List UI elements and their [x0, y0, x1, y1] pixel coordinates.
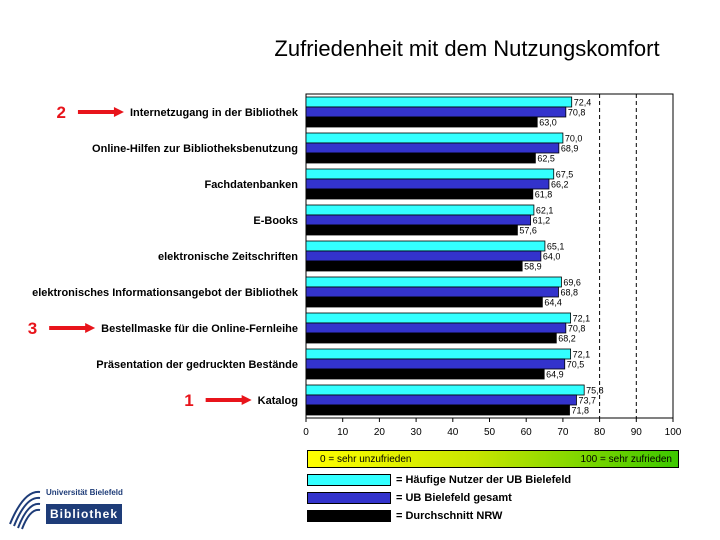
data-label-1-series-1: 68,9	[561, 144, 579, 154]
bar-0-series-2	[305, 116, 538, 128]
data-label-4-series-2: 58,9	[524, 262, 542, 272]
data-label-8-series-2: 71,8	[572, 406, 590, 416]
x-tick-label-0: 0	[303, 427, 309, 438]
category-label-2: Fachdatenbanken	[204, 179, 298, 191]
x-tick-label-50: 50	[484, 427, 496, 438]
data-label-6-series-0: 72,1	[573, 314, 591, 324]
data-label-1-series-0: 70,0	[565, 134, 583, 144]
category-label-3: E-Books	[253, 215, 298, 227]
logo-emblem-icon	[9, 490, 41, 530]
category-label-6: Bestellmaske für die Online-Fernleihe	[101, 323, 298, 335]
bar-5-series-2	[305, 296, 543, 308]
data-label-7-series-1: 70,5	[567, 360, 585, 370]
x-tick-label-30: 30	[411, 427, 423, 438]
category-label-5: elektronisches Informationsangebot der B…	[32, 287, 299, 299]
category-label-8: Katalog	[258, 395, 298, 407]
bar-0-series-0	[305, 96, 573, 108]
bar-8-series-1	[305, 394, 577, 406]
legend-item-frequent-users: = Häufige Nutzer der UB Bielefeld	[307, 473, 571, 487]
legend-item-nrw-average: = Durchschnitt NRW	[307, 509, 502, 523]
data-label-5-series-0: 69,6	[563, 278, 581, 288]
bar-1-series-1	[305, 142, 560, 154]
rank-arrow-icon-6	[49, 323, 96, 333]
rank-number-0: 2	[56, 103, 65, 122]
x-tick-label-70: 70	[557, 427, 569, 438]
university-library-logo: Universität Bielefeld Bibliothek	[6, 484, 123, 534]
x-tick-label-10: 10	[337, 427, 349, 438]
bar-7-series-0	[305, 348, 572, 360]
data-label-2-series-0: 67,5	[556, 170, 574, 180]
data-label-5-series-1: 68,8	[560, 288, 578, 298]
bar-4-series-2	[305, 260, 523, 272]
data-label-7-series-0: 72,1	[573, 350, 591, 360]
scale-left-label: 0 = sehr unzufrieden	[320, 453, 412, 465]
bar-7-series-1	[305, 358, 566, 370]
bar-6-series-2	[305, 332, 557, 344]
data-label-4-series-0: 65,1	[547, 242, 565, 252]
scale-right-label: 100 = sehr zufrieden	[580, 453, 672, 465]
bar-8-series-2	[305, 404, 570, 416]
logo-library-text: Bibliothek	[46, 504, 122, 524]
satisfaction-scale-bar: 0 = sehr unzufrieden 100 = sehr zufriede…	[307, 450, 679, 468]
x-tick-label-80: 80	[594, 427, 606, 438]
bar-chart: 0 10 20 30 40 50 60 70 80 90 10072,470,863,0Intern…	[28, 93, 682, 438]
data-label-5-series-2: 64,4	[544, 298, 562, 308]
data-label-3-series-1: 61,2	[533, 216, 551, 226]
data-label-6-series-1: 70,8	[568, 324, 586, 334]
bar-4-series-0	[305, 240, 546, 252]
x-tick-label-20: 20	[374, 427, 386, 438]
category-label-1: Online-Hilfen zur Bibliotheksbenutzung	[92, 143, 298, 155]
data-label-0-series-0: 72,4	[574, 98, 592, 108]
category-label-7: Präsentation der gedruckten Bestände	[96, 359, 298, 371]
bar-2-series-0	[305, 168, 555, 180]
bar-5-series-0	[305, 276, 562, 288]
x-tick-label-90: 90	[631, 427, 643, 438]
bar-2-series-1	[305, 178, 550, 190]
bar-7-series-2	[305, 368, 545, 380]
bar-4-series-1	[305, 250, 542, 262]
chart-title: Zufriedenheit mit dem Nutzungskomfort	[274, 36, 660, 61]
x-tick-label-100: 100	[665, 427, 682, 438]
bar-6-series-0	[305, 312, 572, 324]
bar-8-series-0	[305, 384, 585, 396]
data-label-4-series-1: 64,0	[543, 252, 561, 262]
data-label-6-series-2: 68,2	[558, 334, 576, 344]
logo-university-text: Universität Bielefeld	[46, 488, 123, 497]
data-label-2-series-1: 66,2	[551, 180, 569, 190]
bar-3-series-1	[305, 214, 532, 226]
data-label-3-series-2: 57,6	[519, 226, 537, 236]
data-label-2-series-2: 61,8	[535, 190, 553, 200]
category-label-4: elektronische Zeitschriften	[158, 251, 298, 263]
category-label-0: Internetzugang in der Bibliothek	[130, 107, 299, 119]
legend-swatch-frequent-users	[307, 474, 391, 486]
legend-label-nrw-average: = Durchschnitt NRW	[396, 510, 503, 522]
data-label-0-series-2: 63,0	[539, 118, 557, 128]
data-label-8-series-1: 73,7	[578, 396, 596, 406]
legend-label-ub-total: = UB Bielefeld gesamt	[396, 492, 512, 504]
x-tick-label-60: 60	[521, 427, 533, 438]
bar-5-series-1	[305, 286, 559, 298]
bar-3-series-0	[305, 204, 535, 216]
data-label-7-series-2: 64,9	[546, 370, 564, 380]
bar-0-series-1	[305, 106, 567, 118]
bar-3-series-2	[305, 224, 518, 236]
legend-swatch-nrw-average	[307, 510, 391, 522]
rank-number-8: 1	[184, 391, 193, 410]
data-label-0-series-1: 70,8	[568, 108, 586, 118]
bar-6-series-1	[305, 322, 567, 334]
bar-1-series-2	[305, 152, 536, 164]
bar-2-series-2	[305, 188, 534, 200]
rank-arrow-icon-8	[205, 395, 252, 405]
data-label-1-series-2: 62,5	[537, 154, 555, 164]
x-tick-label-40: 40	[447, 427, 459, 438]
legend-swatch-ub-total	[307, 492, 391, 504]
data-label-3-series-0: 62,1	[536, 206, 554, 216]
legend-item-ub-total: = UB Bielefeld gesamt	[307, 491, 512, 505]
legend-label-frequent-users: = Häufige Nutzer der UB Bielefeld	[396, 474, 572, 486]
bar-1-series-0	[305, 132, 564, 144]
rank-arrow-icon-0	[77, 107, 124, 117]
rank-number-6: 3	[28, 319, 37, 338]
data-label-8-series-0: 75,8	[586, 386, 604, 396]
